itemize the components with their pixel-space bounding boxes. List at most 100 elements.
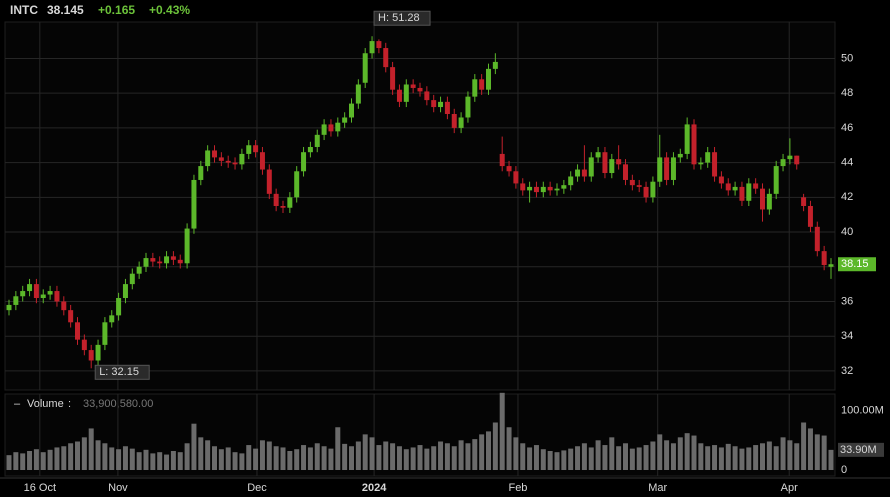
volume-bar [328,448,334,470]
candle-body [212,150,217,158]
volume-bar [547,451,553,470]
y-tick-label: 0 [841,464,847,476]
volume-bar [259,440,265,470]
y-tick-label: 44 [841,157,853,169]
low-label: L: 32.15 [99,366,139,378]
volume-bar [54,447,60,470]
y-tick-label: 100.00M [841,405,884,417]
volume-bar [383,441,389,470]
candle-body [506,166,512,172]
candle-body [54,291,60,302]
volume-bar [451,446,457,470]
candle-body [27,284,33,292]
volume-bar [301,445,307,470]
volume-bar [191,423,197,470]
candle-body [492,61,498,69]
last-price-label: 38.15 [841,258,869,270]
volume-bar [602,445,608,470]
candle-body [581,169,587,177]
volume-bar [513,437,519,470]
candle-body [424,91,430,101]
candle-body [355,84,361,104]
x-tick-label: 2024 [362,482,387,494]
candle-body [657,157,663,182]
candle-body [6,304,12,311]
volume-bar [677,437,683,470]
volume-bar [616,446,622,470]
candle-body [513,171,519,184]
candle-body [760,188,765,210]
candle-body [396,89,402,102]
last-price-tag [838,257,876,272]
candle-body [821,251,827,266]
volume-bar [540,449,546,470]
candle-body [177,259,183,264]
candle-body [225,160,231,163]
candle-body [205,150,211,167]
candle-body [616,159,622,165]
volume-collapse[interactable]: – [14,398,21,410]
candle-body [664,157,670,180]
volume-bar [499,392,505,470]
volume-bar [246,445,252,470]
candle-body [540,186,546,193]
candle-body [732,186,738,191]
x-tick-label: Apr [781,482,798,494]
price-panel [4,21,836,391]
candle-body [301,152,307,172]
y-tick-label: 46 [841,122,853,134]
volume-bar [280,447,286,470]
candle-body [602,152,608,174]
candle-body [68,310,74,323]
candle-body [417,87,423,92]
candle-body [533,186,539,193]
x-tick-label: Dec [247,482,267,494]
candle-body [670,157,676,180]
candle-body [164,256,170,264]
candle-body [328,124,334,132]
volume-bar [81,437,87,470]
candle-body [122,284,128,298]
volume-bar [773,446,779,470]
volume-bar [205,440,211,470]
candle-body [321,124,327,135]
volume-title: Volume [27,398,64,410]
volume-bar [643,445,649,470]
volume-bar [609,437,615,470]
volume-bar [486,431,491,470]
volume-bar [766,441,772,470]
volume-bar [718,447,724,470]
volume-bar [212,446,217,470]
volume-bar [184,443,190,470]
volume-bar [6,455,12,470]
y-tick-label: 42 [841,191,853,203]
volume-bar [664,440,670,470]
candle-body [828,264,834,267]
volume-bar [492,422,498,470]
volume-bar [431,446,437,470]
candle-body [383,48,389,68]
candle-body [335,122,341,132]
candle-body [561,185,567,189]
volume-bar [253,448,259,470]
volume-bar [68,443,74,470]
volume-bar [198,437,204,470]
candle-body [718,176,724,184]
volume-sep: : [68,398,71,410]
volume-bar [705,446,711,470]
candle-body [403,84,409,102]
volume-bar [20,453,26,470]
candle-body [650,181,656,198]
candle-body [20,291,26,297]
volume-bar [828,449,834,470]
volume-bar [273,446,279,470]
candle-body [136,266,142,274]
candle-body [753,183,759,189]
volume-bar [527,447,533,470]
y-tick-label: 36 [841,295,853,307]
candle-body [547,186,553,191]
volume-bar [417,445,423,470]
volume-bar [821,435,827,470]
candle-body [684,124,690,154]
candle-body [376,41,382,49]
